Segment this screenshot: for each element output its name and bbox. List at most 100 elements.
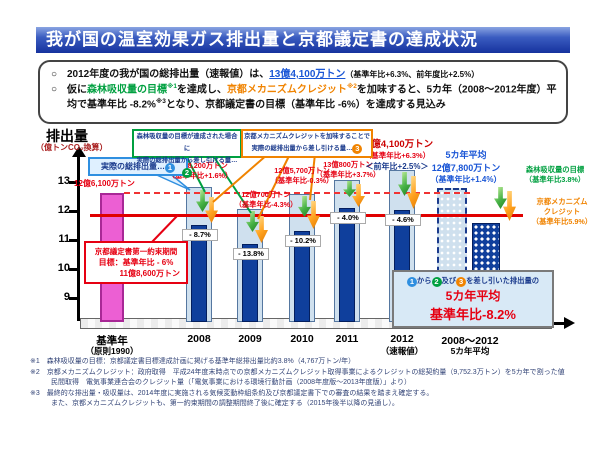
label-2012: 13億4,100万トン （基準年比+6.3%） ＜前年比+2.5%＞ <box>350 136 444 172</box>
bar-net-emissions <box>339 207 355 322</box>
y-axis-tick-label: 10 <box>57 262 70 274</box>
bullet-1: ○ 2012年度の我が国の総排出量（速報値）は、13億4,100万トン（基準年比… <box>49 67 557 82</box>
label-kyoto-credit: 京都メカニズム クレジット （基準年比5.9%） <box>524 197 600 227</box>
bullet-2-text-4: となり、京都議定書の目標（基準年比 -6%）を達成する見込み <box>165 99 446 111</box>
bullet-2-text-3: を加味すると、5カ年（2008～2012年度）平均で基準年比 -8.2% <box>67 84 557 111</box>
x-axis-line <box>552 322 566 325</box>
summary-circled-3-icon: 3 <box>456 277 467 287</box>
x-axis-category-label: 2010 <box>290 333 314 345</box>
callout-forest-line2-wrap: 実際の総排出量から差し引ける量… 2 <box>134 155 240 179</box>
net-percent-label: - 4.6% <box>385 214 421 227</box>
circled-2-icon: 2 <box>182 168 192 178</box>
label-forest-target-name: 森林吸収量の目標 <box>525 165 585 174</box>
bullet-2-sup2: ※2 <box>346 83 357 90</box>
y-axis-tick-label: 11 <box>58 233 70 245</box>
x-axis-category-label: （原則1990） <box>85 346 139 356</box>
bar-net-emissions <box>294 230 310 322</box>
x-axis-category-label: 5カ年平均 <box>450 346 490 356</box>
page-title: 我が国の温室効果ガス排出量と京都議定書の達成状況 <box>36 27 570 53</box>
label-forest-target: 森林吸収量の目標 （基準年比3.8%） <box>510 165 600 185</box>
callout-kyoto-credit: 京都メカニズムクレジットを加味することで 実際の総排出量から差し引ける量… 3 <box>241 129 373 158</box>
label-2009-pct: （基準年比-4.3%） <box>234 200 298 209</box>
label-2012-pct: （基準年比+6.3%） <box>363 151 431 160</box>
footnote-line: 民間取得 電気事業連合会のクレジット量（「電気事業における環境行動計画（2008… <box>30 379 412 386</box>
summary-circled-1-icon: 1 <box>406 277 417 287</box>
net-percent-label: - 4.0% <box>330 211 366 224</box>
forest-connector-2 <box>211 153 252 214</box>
label-2011-value: 13億800万トン <box>323 160 373 169</box>
label-2009: 12億700万トン （基準年比-4.3%） <box>226 190 306 210</box>
bullet-2-sup1: ※1 <box>167 83 177 90</box>
label-2012-yoy: ＜前年比+2.5%＞ <box>365 162 429 171</box>
y-axis-tick-label: 9 <box>63 291 70 303</box>
label-kyoto-credit-name-1: 京都メカニズム <box>536 197 588 206</box>
x-axis-category-label: 2011 <box>335 333 359 345</box>
summary-text-3: を差し引いた排出量の <box>466 276 540 285</box>
label-5yr-average: 5カ年平均 12億7,800万トン （基準年比+1.4%） <box>416 148 516 185</box>
y-axis-title: 排出量 <box>46 128 88 144</box>
y-axis-tick <box>69 181 78 184</box>
bullet-2-text-1: 仮に <box>67 84 87 96</box>
bar-net-emissions <box>191 225 207 322</box>
label-2008-value: 12億8,200万トン <box>172 161 228 170</box>
summary-circled-2-icon: 2 <box>431 277 442 287</box>
label-forest-target-pct: （基準年比3.8%） <box>524 175 586 184</box>
x-axis-category-label: （速報値） <box>380 346 424 356</box>
y-axis-line <box>77 155 80 321</box>
label-5yr-pct: （基準年比+1.4%） <box>430 175 502 184</box>
bullet-2-credit: 京都メカニズムクレジット <box>226 84 347 96</box>
net-percent-label: - 10.2% <box>285 234 321 247</box>
kyoto-target-line <box>90 214 523 218</box>
summary-box: ○ 2012年度の我が国の総排出量（速報値）は、13億4,100万トン（基準年比… <box>38 60 568 124</box>
credit-connector-2 <box>257 153 291 220</box>
callout-credit-line1: 京都メカニズムクレジットを加味することで <box>244 133 370 140</box>
label-2010-value: 12億5,700万トン <box>274 166 330 175</box>
label-2011-pct: （基準年比+3.7%） <box>315 170 381 179</box>
credit-connector-1 <box>212 153 269 203</box>
result-summary-box: 1 から 2 及び 3 を差し引いた排出量の 5カ年平均 基準年比-8.2% <box>392 270 554 328</box>
bullet-2-forest: 森林吸収量の目標 <box>87 84 167 96</box>
bullet-2-sup3: ※3 <box>155 98 166 106</box>
bullet-2-marker: ○ <box>51 84 58 95</box>
callout-actual-emissions: 実際の総排出量… 1 <box>88 157 188 176</box>
label-kyoto-credit-pct: （基準年比5.9%） <box>531 217 593 226</box>
footnote-line: また、京都メカニズムクレジットも、第一約束期間の調整期間終了後に確定する（201… <box>30 400 399 407</box>
kyoto-target-line2: 目標：基準年比 - 6% <box>98 258 174 267</box>
forest-connector-1 <box>184 153 206 193</box>
bullet-2: ○ 仮に森林吸収量の目標※1を達成し、京都メカニズムクレジット※2を加味すると、… <box>49 82 557 113</box>
result-summary-line1: 1 から 2 及び 3 を差し引いた排出量の <box>396 276 550 287</box>
callout-forest-line1: 森林吸収量の目標が達成された場合に <box>136 133 238 152</box>
bullet-1-value: 13億4,100万トン <box>269 69 346 80</box>
label-2010: 12億5,700万トン （基準年比-0.3%） <box>258 166 346 186</box>
y-axis-tick <box>69 268 78 271</box>
bullet-1-paren: （基準年比+6.3%、前年度比+2.5%） <box>345 70 480 79</box>
y-axis-arrow-icon <box>72 146 86 157</box>
bullet-2-text-2: を達成し、 <box>176 84 227 96</box>
kyoto-target-box: 京都議定書第一約束期間 目標：基準年比 - 6% 11億8,600万トン <box>84 241 188 284</box>
kyoto-target-line3: 11億8,600万トン <box>119 269 180 278</box>
y-axis-unit: （億トンCO₂換算） <box>36 143 108 152</box>
summary-text-2: 及び <box>441 276 457 285</box>
net-percent-label: - 13.8% <box>233 247 269 260</box>
footnote-line: ※3 最終的な排出量・吸収量は、2014年度に実施される気候変動枠組条約及び京都… <box>30 389 434 397</box>
base-year-reference-line <box>124 192 470 195</box>
label-2012-value: 13億4,100万トン <box>360 139 434 150</box>
y-axis-tick <box>69 210 78 213</box>
y-axis-tick <box>69 297 78 300</box>
footnote-line: ※1 森林吸収量の目標：京都議定書目標達成計画に掲げる基準年総排出量比約3.8%… <box>30 358 356 365</box>
y-axis-tick <box>69 239 78 242</box>
callout-credit-line2: 実際の総排出量から差し引ける量… <box>251 145 353 152</box>
x-axis-category-label: 2008～2012 <box>441 335 499 347</box>
x-axis-category-label: 2008 <box>187 333 211 345</box>
bullet-1-marker: ○ <box>51 69 58 80</box>
label-2009-value: 12億700万トン <box>241 190 291 199</box>
result-summary-line2: 5カ年平均 <box>445 289 501 303</box>
target-connector <box>151 214 179 243</box>
net-percent-label: - 8.7% <box>182 229 218 242</box>
result-summary-line3: 基準年比-8.2% <box>430 307 516 322</box>
label-2010-pct: （基準年比-0.3%） <box>270 176 334 185</box>
y-axis-tick-label: 12 <box>57 204 70 216</box>
footnote-line: ※2 京都メカニズムクレジット：政府取得 平成24年度末時点での京都メカニズムク… <box>30 368 565 376</box>
